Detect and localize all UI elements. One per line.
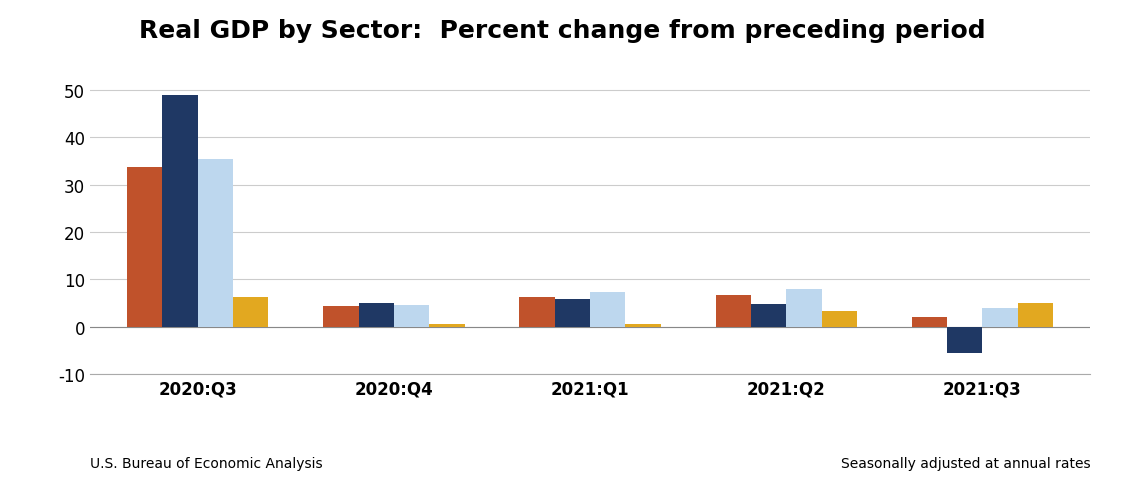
Bar	[948, 327, 982, 353]
Bar	[393, 305, 429, 327]
Bar	[429, 324, 464, 327]
Bar	[822, 312, 856, 327]
Bar	[198, 159, 233, 327]
Bar	[324, 307, 359, 327]
Text: Seasonally adjusted at annual rates: Seasonally adjusted at annual rates	[841, 456, 1090, 470]
Bar	[555, 299, 590, 327]
Text: U.S. Bureau of Economic Analysis: U.S. Bureau of Economic Analysis	[90, 456, 323, 470]
Bar	[912, 317, 948, 327]
Bar	[625, 324, 661, 327]
Bar	[233, 298, 269, 327]
Bar	[590, 293, 625, 327]
Legend: GDP, Private Goods, Private Services, Government: GDP, Private Goods, Private Services, Go…	[292, 475, 888, 480]
Bar	[127, 168, 163, 327]
Bar	[751, 304, 787, 327]
Bar	[982, 308, 1017, 327]
Bar	[716, 296, 751, 327]
Bar	[519, 298, 555, 327]
Bar	[163, 96, 198, 327]
Bar	[1017, 303, 1053, 327]
Text: Real GDP by Sector:  Percent change from preceding period: Real GDP by Sector: Percent change from …	[138, 19, 986, 43]
Bar	[787, 290, 822, 327]
Bar	[359, 303, 393, 327]
